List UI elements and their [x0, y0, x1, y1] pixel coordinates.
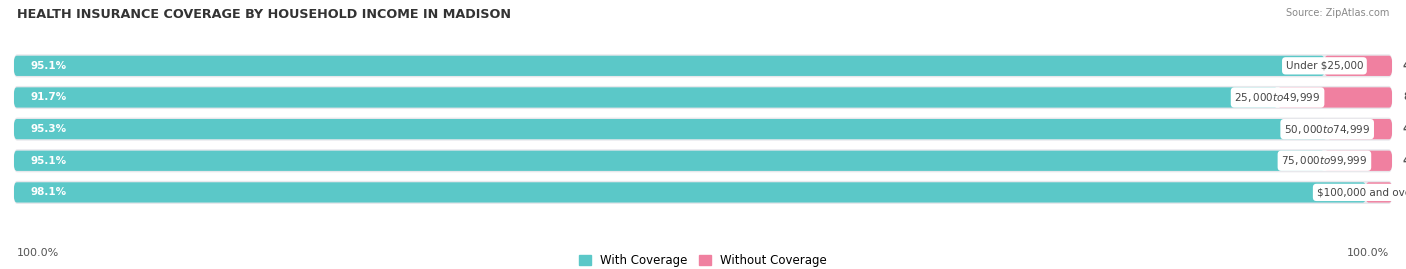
FancyBboxPatch shape — [1324, 151, 1392, 171]
Text: 4.7%: 4.7% — [1403, 124, 1406, 134]
FancyBboxPatch shape — [14, 54, 1392, 77]
Text: 8.3%: 8.3% — [1403, 93, 1406, 102]
Text: 95.1%: 95.1% — [31, 156, 66, 166]
FancyBboxPatch shape — [14, 151, 1324, 171]
FancyBboxPatch shape — [14, 118, 1392, 141]
Text: 1.9%: 1.9% — [1403, 187, 1406, 197]
FancyBboxPatch shape — [14, 181, 1392, 204]
Text: 95.3%: 95.3% — [31, 124, 66, 134]
Text: $50,000 to $74,999: $50,000 to $74,999 — [1284, 123, 1371, 136]
Legend: With Coverage, Without Coverage: With Coverage, Without Coverage — [574, 249, 832, 269]
FancyBboxPatch shape — [1278, 87, 1392, 108]
FancyBboxPatch shape — [1324, 56, 1392, 76]
Text: 91.7%: 91.7% — [31, 93, 67, 102]
Text: 4.9%: 4.9% — [1403, 61, 1406, 71]
Text: 4.9%: 4.9% — [1403, 156, 1406, 166]
Text: 100.0%: 100.0% — [17, 248, 59, 258]
FancyBboxPatch shape — [14, 56, 1324, 76]
Text: $25,000 to $49,999: $25,000 to $49,999 — [1234, 91, 1320, 104]
Text: Source: ZipAtlas.com: Source: ZipAtlas.com — [1285, 8, 1389, 18]
FancyBboxPatch shape — [1327, 119, 1392, 139]
Text: $100,000 and over: $100,000 and over — [1316, 187, 1406, 197]
Text: Under $25,000: Under $25,000 — [1285, 61, 1364, 71]
FancyBboxPatch shape — [14, 87, 1278, 108]
FancyBboxPatch shape — [14, 86, 1392, 109]
FancyBboxPatch shape — [14, 149, 1392, 172]
Text: 95.1%: 95.1% — [31, 61, 66, 71]
Text: 98.1%: 98.1% — [31, 187, 66, 197]
Text: 100.0%: 100.0% — [1347, 248, 1389, 258]
FancyBboxPatch shape — [14, 119, 1327, 139]
FancyBboxPatch shape — [1365, 182, 1392, 203]
FancyBboxPatch shape — [14, 182, 1365, 203]
Text: HEALTH INSURANCE COVERAGE BY HOUSEHOLD INCOME IN MADISON: HEALTH INSURANCE COVERAGE BY HOUSEHOLD I… — [17, 8, 510, 21]
Text: $75,000 to $99,999: $75,000 to $99,999 — [1281, 154, 1368, 167]
